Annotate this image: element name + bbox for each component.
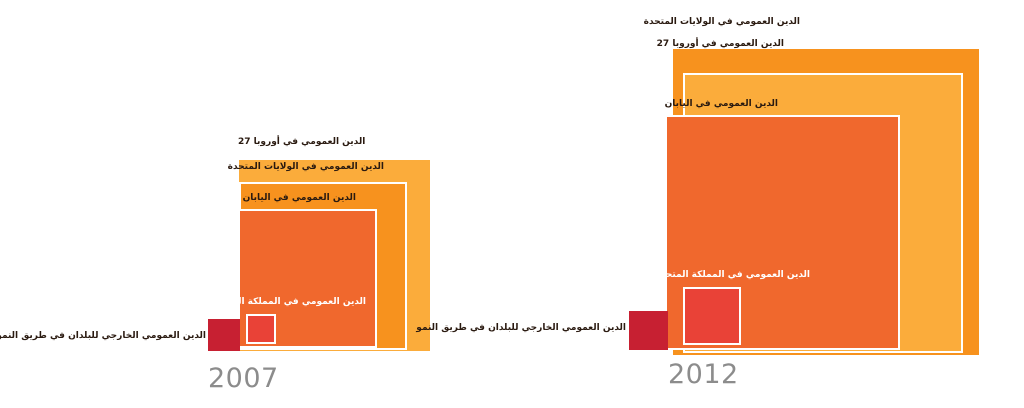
label-2012-eu27: الدين العمومي في أوروبا 27 xyxy=(656,39,784,49)
label-2007-eu27: الدين العمومي في أوروبا 27 xyxy=(238,137,366,147)
label-2012-japan: الدين العمومي في اليابان xyxy=(664,99,778,109)
label-2007-developing: الدين العمومي الخارجي للبلدان في طريق ال… xyxy=(0,331,206,341)
label-2012-developing: الدين العمومي الخارجي للبلدان في طريق ال… xyxy=(416,323,626,333)
label-2012-uk: الدين العمومي في المملكة المتحدة xyxy=(655,270,810,280)
square-2012-uk xyxy=(683,287,741,345)
label-2007-us: الدين العمومي في الولايات المتحدة xyxy=(227,162,384,172)
year-2012: 2012 xyxy=(668,359,739,390)
label-2007-japan: الدين العمومي في اليابان xyxy=(242,193,356,203)
square-2012-developing xyxy=(629,311,668,350)
label-2012-us: الدين العمومي في الولايات المتحدة xyxy=(643,17,800,27)
label-2007-uk: الدين العمومي في المملكة المتحدة xyxy=(211,297,366,307)
square-2007-uk xyxy=(246,314,276,344)
year-2007: 2007 xyxy=(208,363,279,394)
square-2007-developing xyxy=(208,319,240,351)
